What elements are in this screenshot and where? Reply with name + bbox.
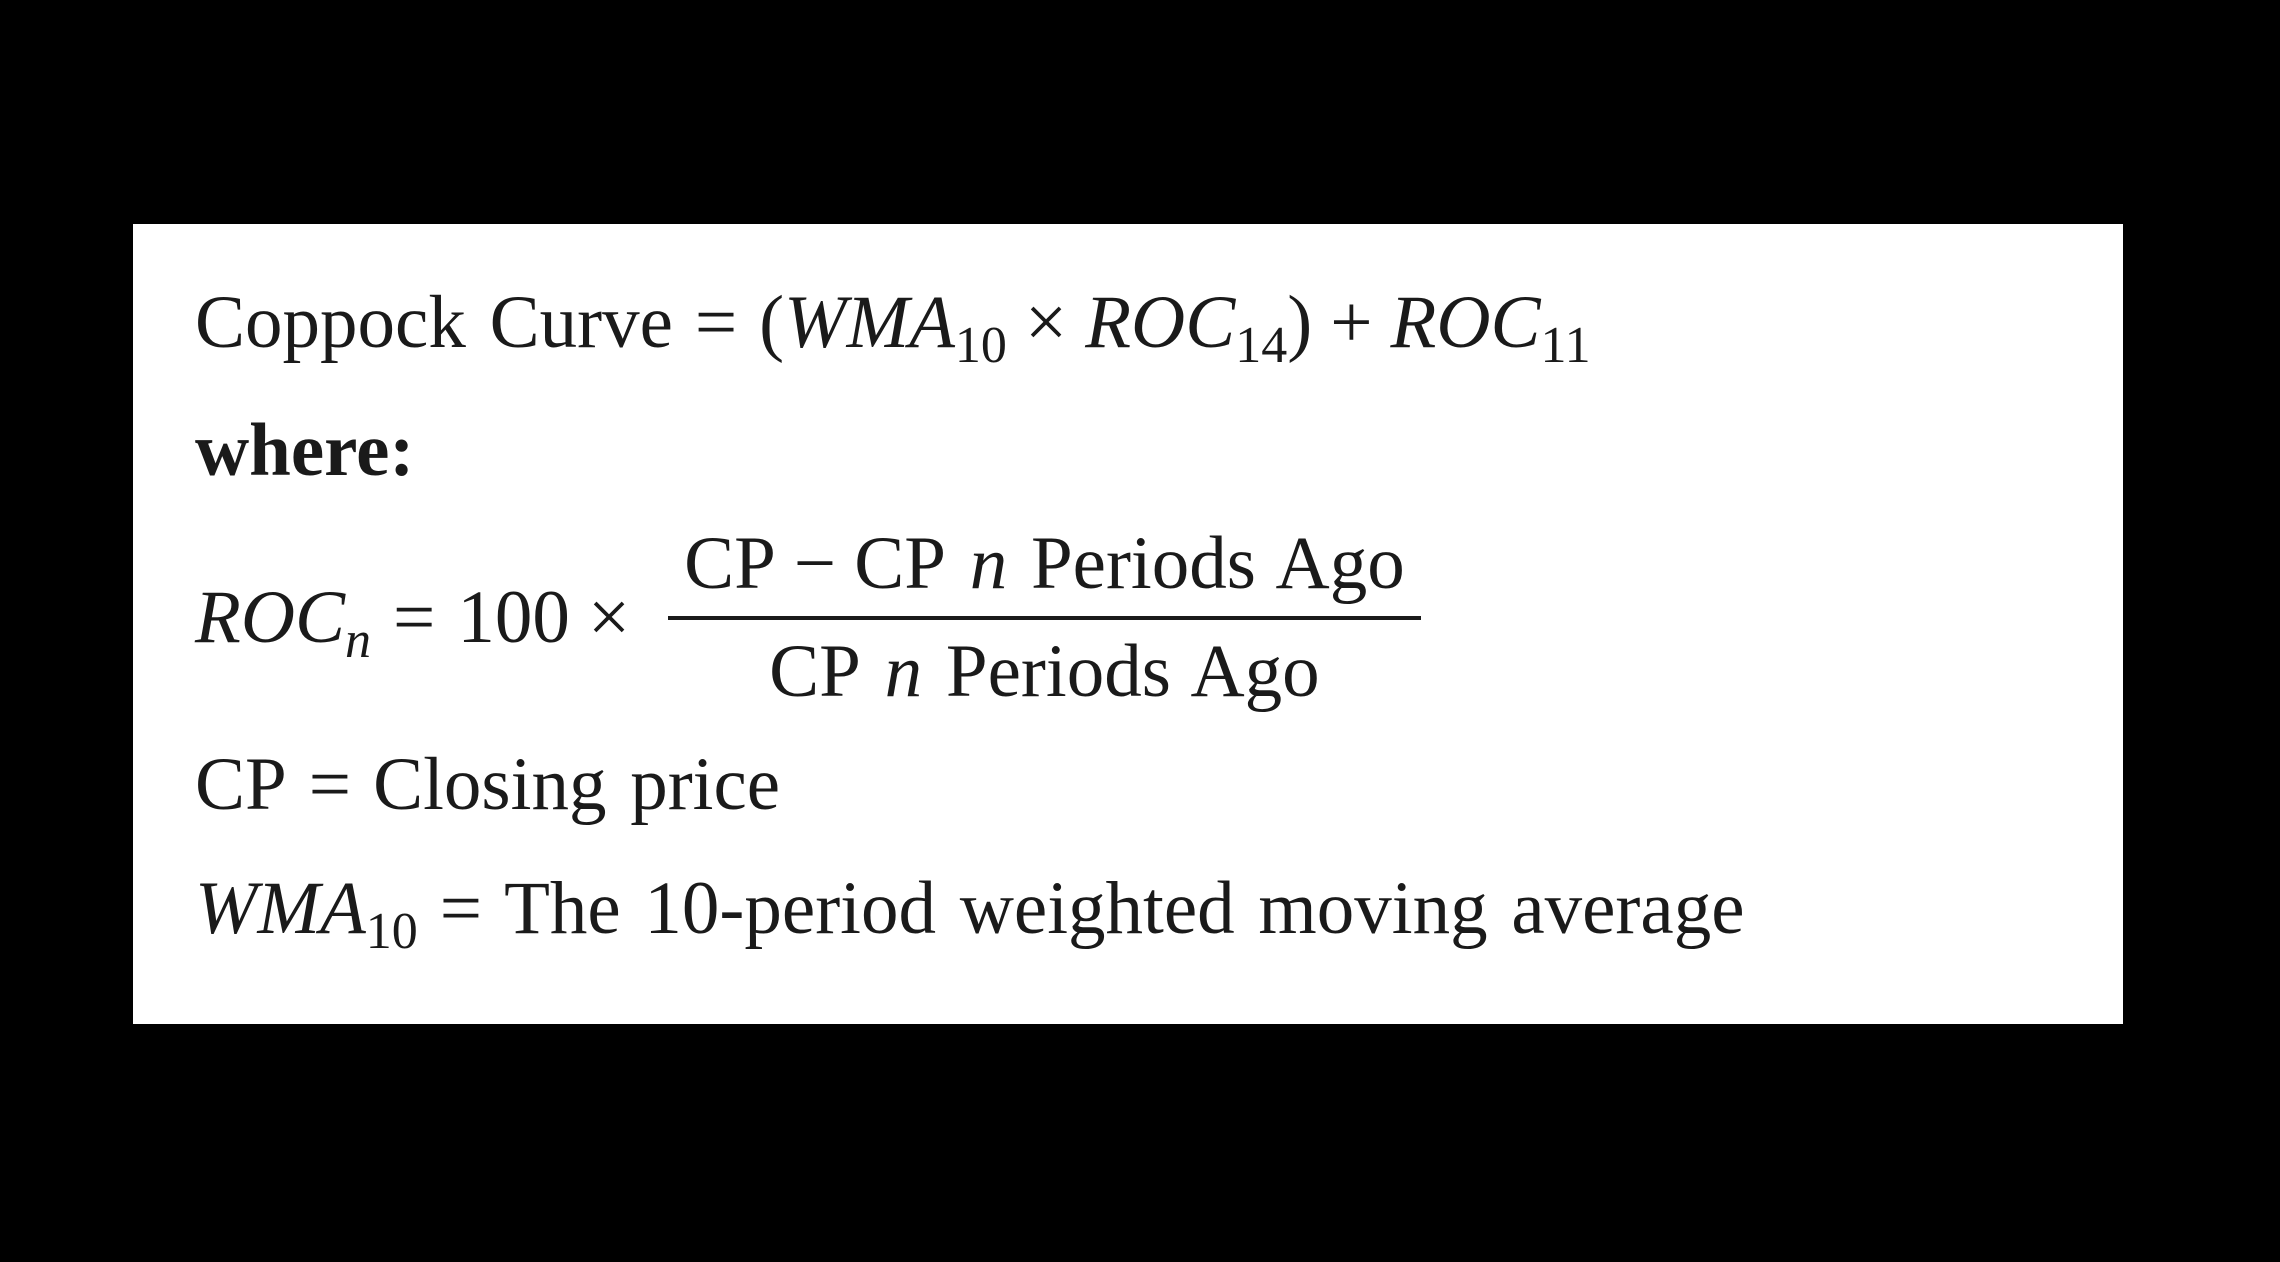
roc-definition-line: ROCn = 100 × CP − CP n Periods Ago CP n Perio… (195, 520, 1421, 716)
minus-sign: − (793, 522, 837, 605)
wma-subscript: 10 (954, 317, 1007, 374)
equals-sign: = (393, 576, 436, 659)
fraction-numerator: CP − CP n Periods Ago (668, 520, 1421, 616)
plus-sign: + (1330, 281, 1373, 364)
formula-panel: Coppock Curve = (WMA10 × ROC14) + ROC11 where:… (133, 224, 2123, 1024)
cp-definition-line: CP = Closing price (195, 741, 780, 829)
wma-term: WMA (195, 867, 366, 950)
fraction-denominator: CP n Periods Ago (668, 616, 1421, 716)
numerator-n: n (969, 522, 1008, 605)
open-paren: ( (759, 281, 785, 364)
times-sign: × (1024, 281, 1068, 364)
roc-fraction: CP − CP n Periods Ago CP n Periods Ago (668, 520, 1421, 716)
numerator-cp2: CP (854, 522, 946, 605)
wma-description: The 10-period weighted moving average (504, 867, 1745, 950)
equals-sign: = (308, 743, 352, 826)
denominator-periods-ago: Periods Ago (945, 630, 1320, 713)
denominator-cp: CP (769, 630, 861, 713)
roc-n-subscript: n (345, 612, 371, 669)
roc-term: ROC (195, 576, 345, 659)
cp-term: CP (195, 743, 287, 826)
close-paren: ) (1287, 281, 1313, 364)
roc14-term: ROC (1085, 281, 1236, 364)
equals-sign: = (439, 867, 483, 950)
numerator-periods-ago: Periods Ago (1030, 522, 1405, 605)
times-sign: × (587, 576, 631, 659)
roc11-term: ROC (1390, 281, 1541, 364)
numerator-cp1: CP (684, 522, 776, 605)
equals-sign: = (694, 281, 738, 364)
coppock-lhs: Coppock Curve (195, 281, 673, 364)
where-label: where: (195, 409, 415, 492)
roc14-subscript: 14 (1235, 317, 1288, 374)
coefficient-100: 100 (457, 576, 570, 659)
roc-lhs: ROCn = 100 × (195, 574, 648, 667)
wma-term: WMA (784, 281, 955, 364)
cp-description: Closing price (373, 743, 781, 826)
denominator-n: n (884, 630, 923, 713)
wma-definition-line: WMA10 = The 10-period weighted moving aver… (195, 865, 1745, 958)
wma-subscript: 10 (365, 903, 418, 960)
roc11-subscript: 11 (1540, 317, 1591, 374)
coppock-formula-line: Coppock Curve = (WMA10 × ROC14) + ROC11 (195, 279, 1591, 372)
